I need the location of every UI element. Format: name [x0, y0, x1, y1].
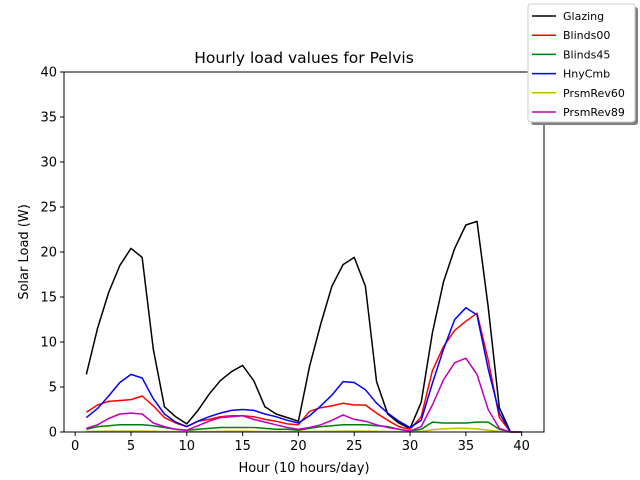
- series-line-hnycmb: [85, 307, 522, 433]
- x-tick-label: 5: [127, 439, 135, 454]
- legend: Glazing Blinds00 Blinds45 HnyCmb PrsmRev60 Pr…: [527, 3, 638, 125]
- x-tick-label: 30: [402, 439, 419, 454]
- series-line-blinds00: [85, 312, 522, 433]
- x-tick-label: 35: [458, 439, 475, 454]
- series-line-blinds45: [86, 421, 522, 433]
- chart-title: Hourly load values for Pelvis: [194, 49, 414, 67]
- x-tick-label: 10: [179, 439, 196, 454]
- series-line-glazing: [85, 220, 522, 433]
- x-tick-label: 15: [234, 439, 251, 454]
- y-tick-label: 5: [49, 381, 57, 396]
- plot-area: 0 5 10 15 20 25 30 35 40 0 5 10 15 20 25 30 35 40: [40, 66, 545, 454]
- x-axis-label: Hour (10 hours/day): [238, 461, 369, 476]
- y-tick-label: 15: [40, 291, 57, 306]
- x-tick-label: 0: [71, 439, 79, 454]
- y-tick-label: 40: [40, 66, 57, 81]
- series-line-prsmrev89: [86, 357, 522, 433]
- legend-label: Blinds45: [563, 48, 610, 61]
- legend-label: PrsmRev89: [563, 106, 625, 119]
- x-tick-label: 20: [290, 439, 307, 454]
- x-tick-label: 40: [513, 439, 530, 454]
- y-tick-label: 25: [40, 201, 57, 216]
- legend-label: PrsmRev60: [563, 87, 625, 100]
- y-axis-label: Solar Load (W): [17, 204, 32, 300]
- y-tick-label: 0: [49, 426, 57, 441]
- legend-label: Glazing: [563, 10, 604, 23]
- y-tick-label: 10: [40, 336, 57, 351]
- y-tick-label: 20: [40, 246, 57, 261]
- x-tick-label: 25: [346, 439, 363, 454]
- y-tick-label: 30: [40, 156, 57, 171]
- legend-label: HnyCmb: [563, 68, 610, 81]
- legend-label: Blinds00: [563, 29, 610, 42]
- y-tick-label: 35: [40, 111, 57, 126]
